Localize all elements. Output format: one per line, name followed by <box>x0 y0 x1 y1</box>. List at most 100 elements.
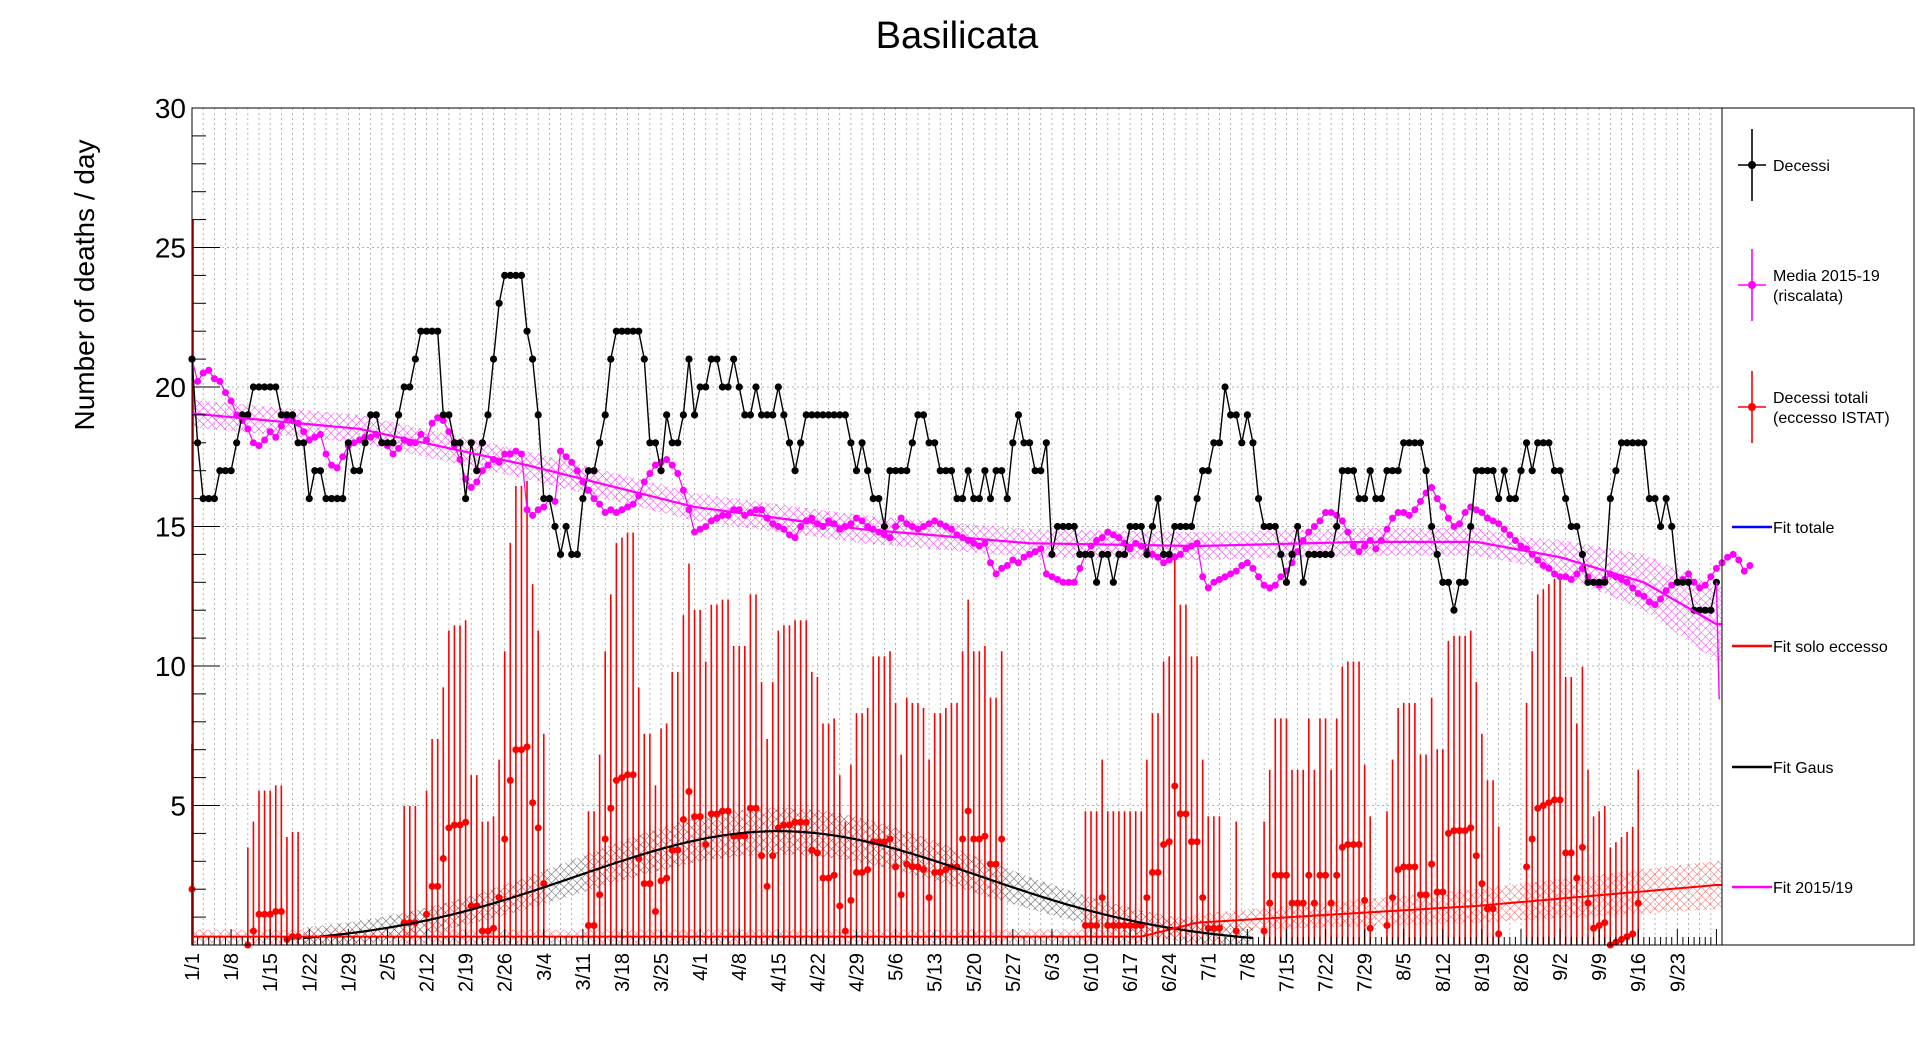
media-point <box>607 506 615 514</box>
decessi-point <box>249 383 258 391</box>
decessi-point <box>903 467 911 475</box>
media-point <box>1215 576 1223 584</box>
eccesso-point <box>1361 896 1369 904</box>
eccesso-point <box>277 908 285 916</box>
decessi-point <box>210 495 218 503</box>
eccesso-point <box>836 902 844 910</box>
eccesso-point <box>741 832 749 840</box>
decessi-point <box>1254 495 1263 503</box>
decessi-point <box>1517 467 1525 475</box>
decessi-point <box>1405 439 1413 447</box>
legend: Decessi Media 2015-19 (riscalata) Decessi t… <box>1732 129 1890 897</box>
x-tick-label: 5/27 <box>1003 953 1025 992</box>
media-point <box>1003 562 1011 570</box>
eccesso-point <box>1288 899 1296 907</box>
x-tick-label: 7/1 <box>1198 953 1220 981</box>
media-point <box>903 520 911 528</box>
decessi-point <box>305 495 313 503</box>
media-point <box>1724 553 1732 561</box>
decessi-point <box>1160 550 1168 559</box>
eccesso-point <box>1098 894 1106 902</box>
eccesso-point <box>1389 894 1397 902</box>
eccesso-point <box>841 927 849 935</box>
media-point <box>1171 553 1179 561</box>
decessi-point <box>663 411 671 419</box>
decessi-point <box>1182 522 1190 531</box>
media-point <box>1495 520 1503 528</box>
decessi-point <box>529 355 537 363</box>
media-point <box>356 436 364 444</box>
media-point <box>640 478 648 486</box>
eccesso-point <box>897 891 905 899</box>
eccesso-point <box>1523 863 1531 871</box>
x-tick-label: 3/4 <box>534 953 556 981</box>
media-point <box>1645 598 1653 606</box>
decessi-point <box>1696 606 1704 614</box>
media-point <box>1712 564 1720 572</box>
eccesso-point <box>981 832 989 840</box>
x-tick-label: 9/9 <box>1589 953 1611 981</box>
media-point <box>568 458 576 466</box>
decessi-point <box>819 411 827 419</box>
decessi-point <box>875 495 883 503</box>
x-tick-label: 7/8 <box>1237 953 1259 981</box>
media-point <box>1372 545 1380 553</box>
eccesso-point <box>1322 871 1330 879</box>
legend-item: Fit solo eccesso <box>1732 639 1888 656</box>
decessi-point <box>1612 467 1620 475</box>
media-point <box>222 389 230 397</box>
decessi-point <box>400 383 408 391</box>
decessi-point <box>1098 550 1106 559</box>
eccesso-point <box>1623 933 1631 941</box>
decessi-point <box>283 411 291 419</box>
decessi-point <box>1126 522 1134 531</box>
media-point <box>1048 573 1056 581</box>
decessi-point <box>1534 439 1542 447</box>
media-point <box>506 450 514 458</box>
media-point <box>1026 550 1034 558</box>
eccesso-point <box>1344 841 1352 849</box>
media-point <box>210 375 218 383</box>
decessi-point <box>277 411 285 419</box>
eccesso-point <box>752 804 760 812</box>
decessi-point <box>1271 522 1279 531</box>
decessi-point <box>914 411 922 419</box>
decessi-point <box>1187 522 1196 531</box>
eccesso-point <box>847 896 855 904</box>
decessi-point <box>233 439 241 447</box>
chart-title: Basilicata <box>876 15 1039 57</box>
media-point <box>1014 559 1022 567</box>
eccesso-point <box>612 776 620 784</box>
media-point <box>277 422 285 430</box>
media-point <box>1070 578 1078 586</box>
media-point <box>696 525 704 533</box>
decessi-point <box>1489 467 1497 475</box>
eccesso-point <box>484 927 492 935</box>
eccesso-point <box>1467 824 1475 832</box>
media-point <box>1617 576 1625 584</box>
decessi-point <box>434 327 442 335</box>
x-tick-label: 9/16 <box>1628 953 1650 992</box>
decessi-point <box>1042 439 1050 447</box>
decessi-point <box>361 439 369 447</box>
media-point <box>1651 601 1659 609</box>
eccesso-point <box>1132 921 1140 929</box>
decessi-point <box>1684 578 1693 586</box>
decessi-point <box>1137 522 1145 531</box>
decessi-point <box>1439 578 1447 586</box>
decessi-point <box>1629 439 1637 447</box>
decessi-point <box>478 439 486 447</box>
decessi-point <box>1400 439 1408 447</box>
eccesso-point <box>249 927 257 935</box>
decessi-point <box>640 355 648 363</box>
eccesso-point <box>1299 899 1307 907</box>
media-point <box>573 467 581 475</box>
media-point <box>880 531 888 539</box>
media-point <box>1266 584 1274 592</box>
media-point <box>1428 483 1436 491</box>
media-point <box>612 509 620 517</box>
media-point <box>1472 506 1480 514</box>
eccesso-point <box>439 855 447 863</box>
eccesso-point <box>1176 810 1184 818</box>
decessi-point <box>1562 495 1570 503</box>
